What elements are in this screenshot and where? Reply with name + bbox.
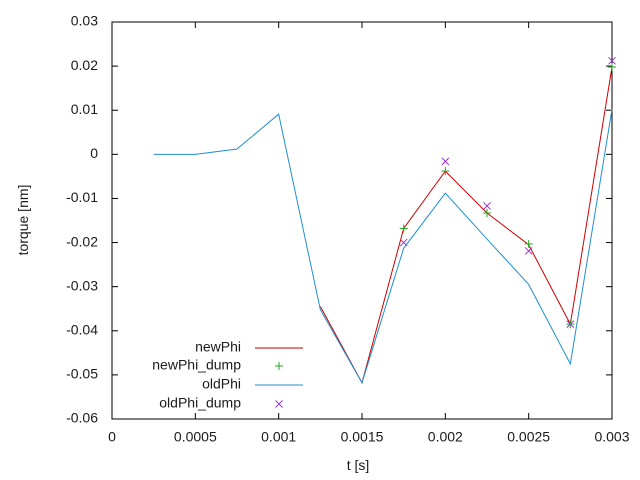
x-tick-label: 0.0015 [341, 428, 384, 444]
y-tick-label: -0.03 [66, 277, 98, 293]
data-point [399, 238, 408, 247]
legend: newPhi newPhi_dump oldPhi oldPhi_dump [152, 339, 303, 411]
data-point [441, 167, 450, 176]
x-tick-label: 0.001 [261, 428, 296, 444]
legend-label: newPhi [195, 339, 241, 355]
series-layer [153, 56, 616, 385]
y-tick-label: 0.03 [71, 13, 98, 29]
legend-label: oldPhi [202, 376, 241, 392]
series-line [153, 109, 613, 385]
y-tick-label: -0.06 [66, 410, 98, 426]
legend-label: oldPhi_dump [159, 395, 241, 411]
series-newPhi [319, 66, 613, 385]
y-tick-label: -0.05 [66, 366, 98, 382]
series-line [319, 66, 613, 385]
y-axis: 0.03 0.02 0.01 0 -0.01 -0.02 -0.03 -0.04 -0.05 -0… [66, 13, 612, 426]
series-oldPhi [153, 109, 613, 385]
data-point [483, 209, 491, 218]
data-point [399, 224, 408, 233]
y-tick-label: -0.01 [66, 189, 98, 205]
series-newPhi-dump [399, 62, 616, 329]
y-tick-label: 0.01 [71, 101, 98, 117]
x-tick-label: 0.0005 [174, 428, 217, 444]
x-axis-label: t [s] [347, 457, 370, 473]
data-point [441, 157, 450, 166]
series-oldPhi-dump [399, 56, 616, 329]
data-point [608, 62, 616, 71]
y-tick-label: -0.02 [66, 233, 98, 249]
data-point [566, 320, 575, 329]
legend-label: newPhi_dump [152, 357, 241, 373]
x-axis: 0 0.0005 0.001 0.0015 0.002 0.0025 0.003 [108, 22, 630, 444]
data-point [524, 247, 533, 255]
legend-swatch [275, 362, 283, 370]
x-tick-label: 0.002 [428, 428, 463, 444]
data-point [524, 239, 533, 248]
x-tick-label: 0.003 [594, 428, 629, 444]
y-tick-label: -0.04 [66, 321, 98, 337]
y-tick-label: 0.02 [71, 57, 98, 73]
legend-swatch [275, 400, 283, 408]
x-tick-label: 0 [108, 428, 116, 444]
x-tick-label: 0.0025 [507, 428, 550, 444]
data-point [608, 56, 616, 65]
y-axis-label: torque [nm] [15, 185, 31, 256]
y-tick-label: 0 [90, 145, 98, 161]
data-point [483, 202, 491, 210]
